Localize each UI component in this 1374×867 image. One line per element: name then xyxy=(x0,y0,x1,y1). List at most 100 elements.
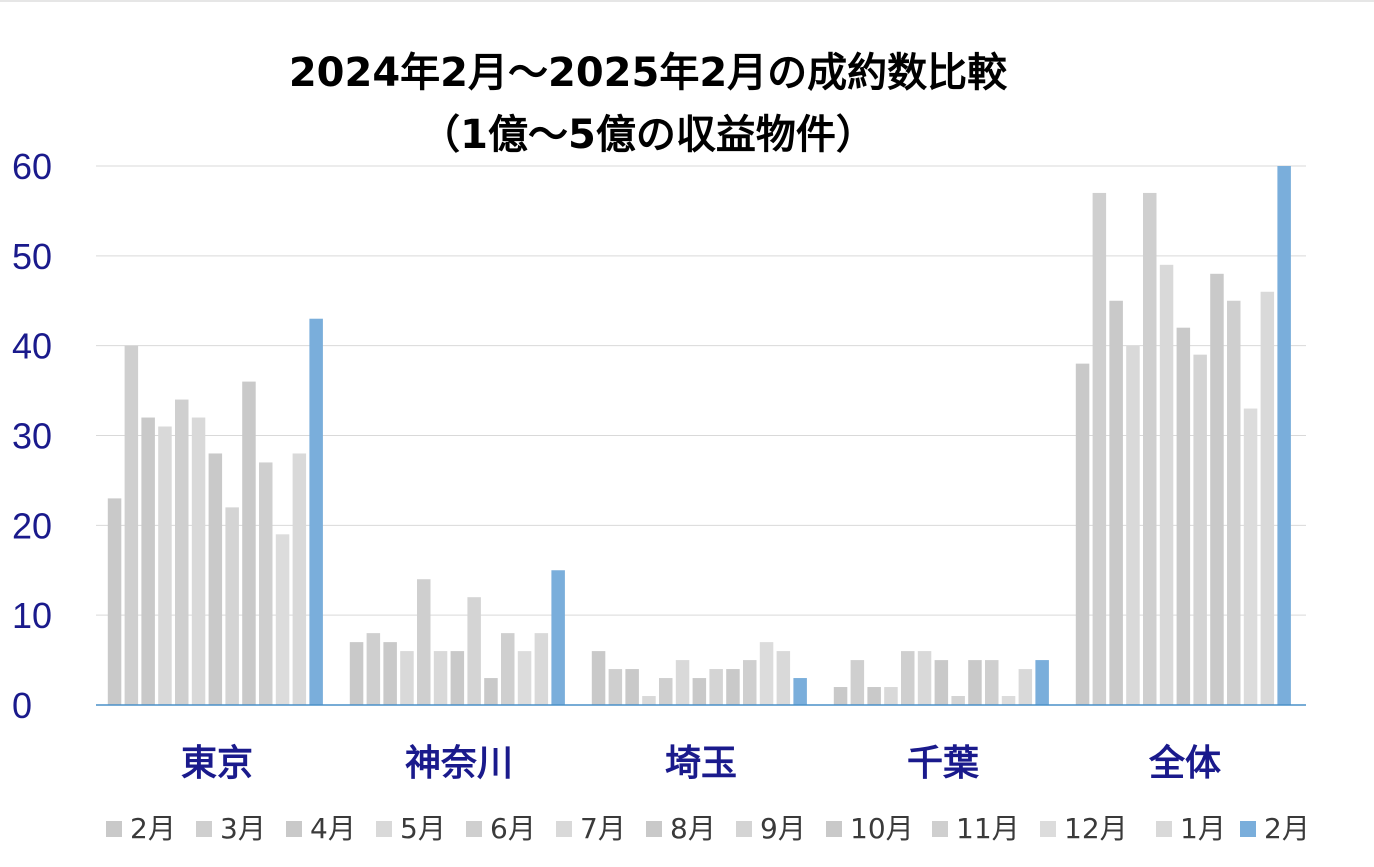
bar xyxy=(417,579,431,705)
bar xyxy=(901,651,915,705)
y-tick-label: 20 xyxy=(12,505,52,546)
legend-label: 12月 xyxy=(1064,812,1128,845)
bar xyxy=(191,417,206,705)
legend-label: 2月 xyxy=(1264,812,1310,845)
legend-swatch xyxy=(1156,821,1172,837)
legend: 2月 3月 4月 5月 6月 7月 8月 9月 10月 11月 12月 1月 2月 xyxy=(106,812,1310,845)
chart-subtitle: （1億～5億の収益物件） xyxy=(420,112,876,158)
legend-label: 5月 xyxy=(400,812,446,845)
y-tick-label: 50 xyxy=(12,236,52,277)
bar xyxy=(1260,291,1275,705)
bar xyxy=(1176,327,1191,705)
bar xyxy=(759,642,774,705)
bar xyxy=(225,507,239,705)
legend-label: 1月 xyxy=(1180,812,1226,845)
bar xyxy=(1227,300,1241,705)
bar xyxy=(867,687,881,705)
top-border xyxy=(0,0,1374,2)
legend-swatch xyxy=(736,821,752,837)
bar xyxy=(1193,354,1207,705)
legend-swatch xyxy=(556,821,572,837)
bar xyxy=(1075,363,1090,705)
bar xyxy=(534,633,549,705)
bar xyxy=(433,651,448,705)
bar xyxy=(743,660,757,705)
bar xyxy=(1092,192,1107,705)
category-label: 全体 xyxy=(1148,742,1221,784)
bar xyxy=(124,345,139,705)
legend-swatch xyxy=(1040,821,1056,837)
bar xyxy=(1143,192,1157,705)
category-label: 東京 xyxy=(181,742,253,784)
chart-title: 2024年2月～2025年2月の成約数比較 xyxy=(289,50,1008,96)
bar xyxy=(175,399,189,705)
bar xyxy=(158,426,172,705)
legend-swatch xyxy=(106,821,122,837)
bar xyxy=(1159,264,1174,705)
bar xyxy=(1210,273,1224,705)
legend-label: 10月 xyxy=(850,812,914,845)
bar xyxy=(675,660,690,705)
bar xyxy=(551,570,565,705)
bar xyxy=(625,669,639,705)
bar xyxy=(1126,345,1140,705)
bar xyxy=(793,678,807,705)
legend-swatch xyxy=(646,821,662,837)
bar xyxy=(309,318,323,705)
bar xyxy=(1035,660,1049,705)
bar xyxy=(951,696,965,705)
bar xyxy=(517,651,532,705)
bar xyxy=(501,633,515,705)
bar xyxy=(985,660,999,705)
category-label: 神奈川 xyxy=(405,743,513,784)
bar xyxy=(349,642,364,705)
legend-label: 9月 xyxy=(760,812,806,845)
bar xyxy=(450,651,465,705)
bar xyxy=(208,453,223,705)
bar xyxy=(776,651,791,705)
bar xyxy=(608,669,623,705)
legend-label: 8月 xyxy=(670,812,716,845)
legend-swatch xyxy=(196,821,212,837)
y-tick-label: 60 xyxy=(12,146,52,187)
legend-label: 4月 xyxy=(310,812,356,845)
bar xyxy=(692,678,707,705)
bar xyxy=(400,651,414,705)
bar xyxy=(242,381,256,705)
legend-swatch xyxy=(376,821,392,837)
bar xyxy=(259,462,273,705)
bar xyxy=(107,498,122,705)
bar xyxy=(726,669,740,705)
y-tick-label: 0 xyxy=(12,685,32,726)
bar xyxy=(1109,300,1123,705)
bar xyxy=(642,696,656,705)
y-tick-label: 40 xyxy=(12,326,52,367)
legend-label: 11月 xyxy=(956,812,1020,845)
legend-swatch xyxy=(1240,821,1256,837)
bar xyxy=(884,687,898,705)
bar xyxy=(484,678,498,705)
bar xyxy=(917,651,932,705)
bar xyxy=(591,651,606,705)
y-axis-ticks: 0 10 20 30 40 50 60 xyxy=(12,146,52,726)
category-label: 埼玉 xyxy=(665,743,737,784)
bars xyxy=(107,166,1291,705)
bar xyxy=(1277,166,1291,705)
category-label: 千葉 xyxy=(907,743,980,784)
legend-label: 7月 xyxy=(580,812,626,845)
category-labels: 東京 神奈川 埼玉 千葉 全体 xyxy=(181,742,1221,784)
bar xyxy=(1018,669,1033,705)
legend-swatch xyxy=(826,821,842,837)
bar xyxy=(141,417,155,705)
legend-label: 2月 xyxy=(130,812,176,845)
bar xyxy=(850,660,865,705)
y-tick-label: 30 xyxy=(12,416,52,457)
bar xyxy=(833,687,848,705)
bar xyxy=(934,660,949,705)
legend-label: 3月 xyxy=(220,812,266,845)
bar xyxy=(292,453,307,705)
bar xyxy=(968,660,982,705)
bar xyxy=(275,534,290,705)
bar xyxy=(467,597,481,705)
